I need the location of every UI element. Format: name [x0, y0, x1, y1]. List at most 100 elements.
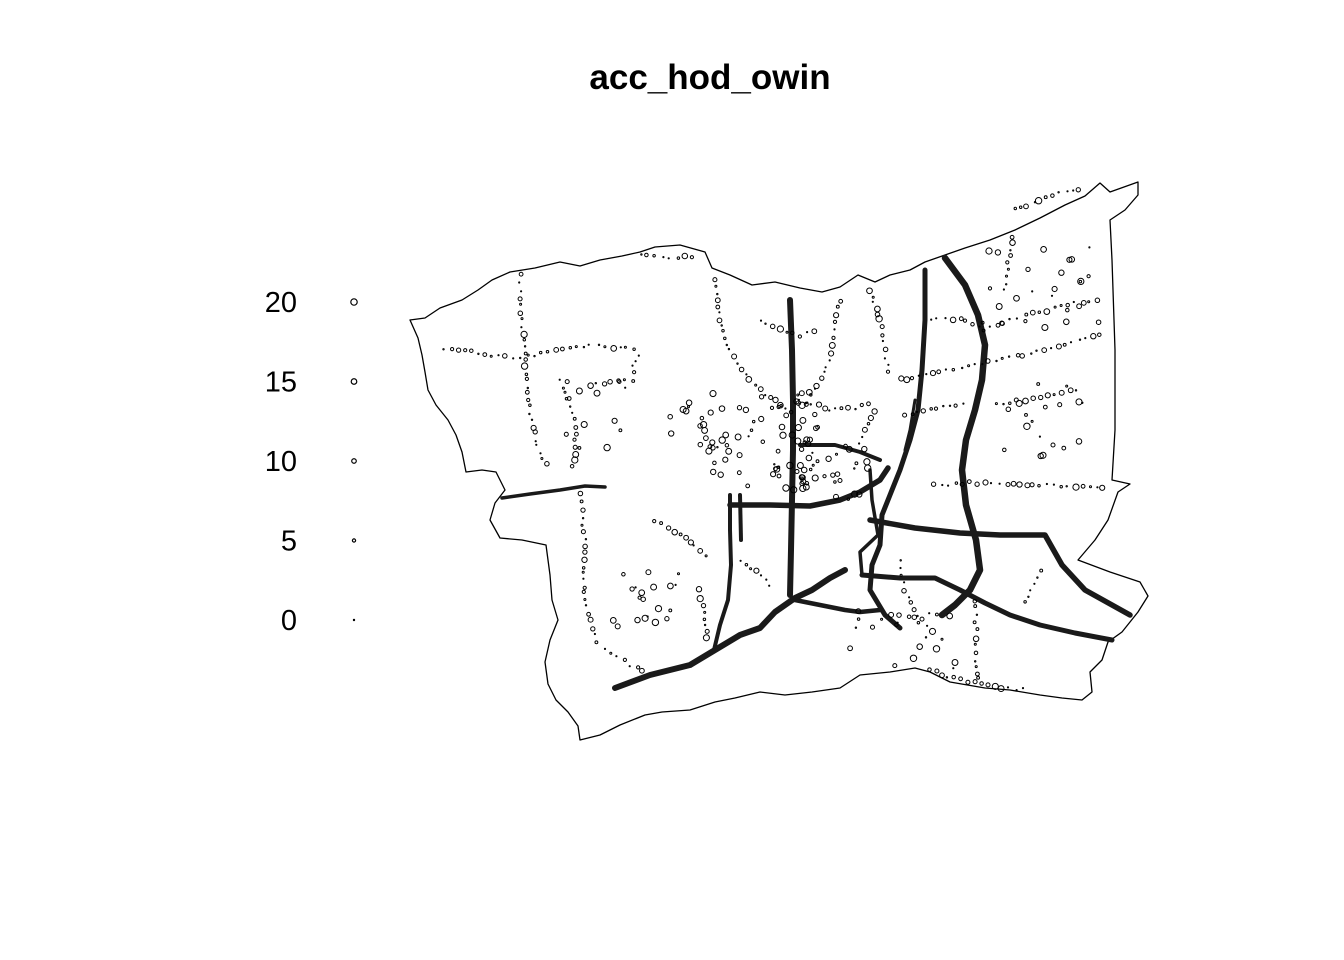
accident-point	[867, 414, 874, 422]
accident-point	[866, 287, 873, 295]
accident-point	[607, 379, 613, 385]
accident-point	[469, 348, 474, 353]
accident-point	[757, 386, 764, 392]
accident-point	[581, 556, 588, 563]
accident-point	[584, 537, 588, 541]
accident-point	[846, 497, 851, 501]
legend-label: 0	[281, 605, 297, 637]
accident-point	[609, 617, 617, 624]
accident-point	[798, 401, 806, 409]
accident-point	[1030, 419, 1034, 423]
accident-point	[1078, 338, 1082, 341]
accident-point	[517, 310, 524, 317]
accident-point	[518, 356, 522, 360]
accident-point	[896, 612, 902, 618]
accident-point	[799, 484, 807, 493]
accident-point	[976, 675, 981, 680]
accident-point	[797, 334, 803, 339]
accident-point	[1087, 300, 1091, 304]
accident-point	[617, 379, 622, 384]
accident-point	[1034, 197, 1043, 205]
accident-point	[650, 583, 658, 591]
accident-point	[482, 352, 488, 357]
accident-point	[776, 473, 782, 479]
accident-point	[765, 578, 768, 581]
accident-point	[751, 419, 756, 424]
accident-point	[908, 600, 914, 605]
accident-point	[941, 483, 944, 487]
accident-point	[758, 415, 765, 423]
accident-point	[582, 549, 588, 555]
accident-point	[700, 602, 707, 609]
accident-point	[880, 333, 885, 338]
accident-point	[819, 375, 825, 381]
accident-point	[858, 442, 861, 445]
accident-point	[1018, 205, 1023, 210]
accident-point	[796, 393, 800, 397]
accident-point	[590, 626, 596, 632]
accident-point	[622, 657, 628, 663]
accident-point	[800, 466, 808, 474]
accident-point	[721, 328, 725, 333]
accident-point	[678, 532, 683, 537]
legend-symbol	[351, 458, 357, 464]
accident-point	[1065, 384, 1069, 388]
accident-point	[823, 370, 826, 373]
accident-point	[854, 407, 857, 411]
accident-point	[662, 256, 665, 259]
accident-point	[722, 456, 729, 463]
accident-point	[676, 256, 681, 260]
accident-point	[783, 412, 790, 419]
accident-point	[1041, 347, 1048, 353]
accident-point	[837, 477, 843, 484]
accident-point	[834, 471, 841, 477]
accident-point	[916, 643, 923, 650]
accident-point	[659, 521, 664, 526]
accident-point	[928, 627, 937, 635]
accident-point	[582, 345, 586, 349]
accident-point	[1039, 451, 1047, 459]
accident-point	[1050, 442, 1056, 448]
accident-point	[689, 255, 695, 260]
accident-point	[577, 490, 584, 497]
accident-point	[623, 345, 627, 349]
accident-point	[634, 360, 637, 363]
accident-point	[894, 622, 899, 627]
accident-point	[989, 482, 993, 485]
accident-point	[805, 454, 813, 462]
road-corridor	[738, 493, 743, 542]
accident-point	[856, 617, 861, 621]
accident-point	[609, 651, 613, 655]
accident-point	[952, 667, 955, 670]
accident-point	[575, 387, 583, 395]
accident-point	[682, 407, 690, 415]
accident-point	[982, 479, 989, 486]
accident-point	[930, 481, 937, 487]
accident-point	[879, 324, 885, 330]
accident-point	[953, 403, 958, 408]
accident-point	[972, 679, 978, 685]
accident-point	[581, 566, 586, 570]
accident-point	[1040, 246, 1047, 253]
accident-point	[839, 406, 844, 411]
accident-point	[798, 390, 805, 397]
accident-point	[973, 363, 976, 366]
accident-point	[749, 428, 754, 433]
accident-point	[788, 431, 796, 439]
accident-point	[768, 584, 771, 587]
accident-point	[1015, 317, 1019, 320]
accident-point	[803, 401, 809, 407]
accident-point	[799, 474, 806, 481]
accident-point	[1050, 294, 1054, 297]
accident-point	[988, 325, 991, 328]
accident-point	[1013, 206, 1018, 211]
accident-point	[581, 516, 585, 520]
accident-point	[888, 611, 895, 618]
accident-point	[815, 459, 820, 464]
accident-point	[736, 470, 742, 476]
accident-point	[910, 412, 915, 417]
accident-point	[603, 443, 611, 452]
road-corridor	[798, 443, 882, 462]
accident-point	[998, 482, 1001, 485]
accident-point	[544, 461, 550, 467]
